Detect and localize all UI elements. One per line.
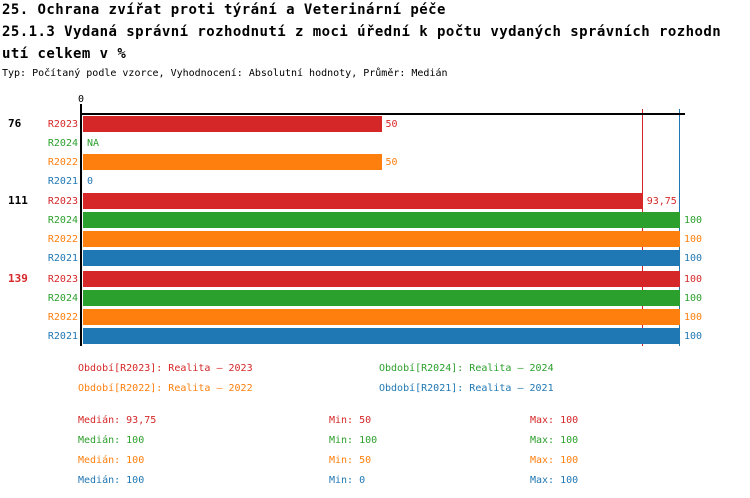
stat-max: Max: 100	[530, 435, 579, 446]
bar	[83, 250, 680, 267]
legend-item: Období[R2023]: Realita – 2023	[78, 363, 253, 374]
group-label: 76	[8, 116, 22, 130]
title-line-2: 25.1.3 Vydaná správní rozhodnutí z moci …	[2, 24, 722, 40]
group-label: 111	[8, 193, 28, 207]
row-series-label: R2024	[47, 292, 78, 304]
stat-min: Min: 50	[329, 455, 372, 466]
bar	[83, 270, 680, 287]
bar	[83, 230, 680, 247]
chart-area: 0 76 R2023 50 R2024 NA R2022 50 R2021 0 111 R2023 9…	[8, 94, 703, 346]
row-series-label: R2022	[47, 156, 78, 168]
row-series-label: R2021	[47, 331, 78, 343]
stat-median: Medián: 100	[78, 455, 145, 466]
title-line-3: utí celkem v %	[2, 46, 127, 62]
row-series-label: R2023	[47, 195, 78, 207]
stat-min: Min: 100	[329, 435, 378, 446]
stat-max: Max: 100	[530, 455, 579, 466]
bar-value-label: 100	[684, 273, 703, 285]
stat-min: Min: 0	[329, 475, 366, 486]
bar-value-label: 93,75	[646, 195, 677, 207]
stat-median: Medián: 93,75	[78, 415, 157, 426]
bar	[83, 211, 680, 228]
row-series-label: R2022	[47, 233, 78, 245]
bar-value-label: 50	[385, 156, 398, 168]
bar	[83, 192, 643, 209]
row-series-label: R2021	[47, 253, 78, 265]
bar	[83, 289, 680, 306]
row-series-label: R2023	[47, 273, 78, 285]
stat-min: Min: 50	[329, 415, 372, 426]
y-axis-line	[80, 104, 82, 346]
bar-value-label: 100	[684, 311, 703, 323]
bar-value-label: 50	[385, 118, 398, 130]
bar-value-label: 100	[684, 253, 703, 265]
row-series-label: R2024	[47, 137, 78, 149]
legend-item: Období[R2022]: Realita – 2022	[78, 383, 253, 394]
bar	[83, 328, 680, 345]
bar-value-label: 100	[684, 233, 703, 245]
row-series-label: R2022	[47, 311, 78, 323]
bar-value-label: 100	[684, 214, 703, 226]
row-series-label: R2023	[47, 118, 78, 130]
bar-value-label: NA	[87, 137, 100, 149]
title-line-1: 25. Ochrana zvířat proti týrání a Veteri…	[2, 2, 446, 18]
stat-median: Medián: 100	[78, 435, 145, 446]
bar-value-label: 100	[684, 292, 703, 304]
axis-zero-tick-label: 0	[77, 94, 85, 105]
row-series-label: R2024	[47, 214, 78, 226]
bar-value-label: 100	[684, 331, 703, 343]
bar	[83, 115, 382, 132]
legend-item: Období[R2021]: Realita – 2021	[379, 383, 554, 394]
row-series-label: R2021	[47, 176, 78, 188]
bar	[83, 308, 680, 325]
stat-max: Max: 100	[530, 415, 579, 426]
x-axis-line	[80, 113, 685, 115]
chart-subtitle: Typ: Počítaný podle vzorce, Vyhodnocení:…	[2, 68, 448, 79]
group-label: 139	[8, 271, 28, 285]
bar-value-label: 0	[87, 176, 94, 188]
stat-median: Medián: 100	[78, 475, 145, 486]
bar	[83, 153, 382, 170]
legend-item: Období[R2024]: Realita – 2024	[379, 363, 554, 374]
stat-max: Max: 100	[530, 475, 579, 486]
